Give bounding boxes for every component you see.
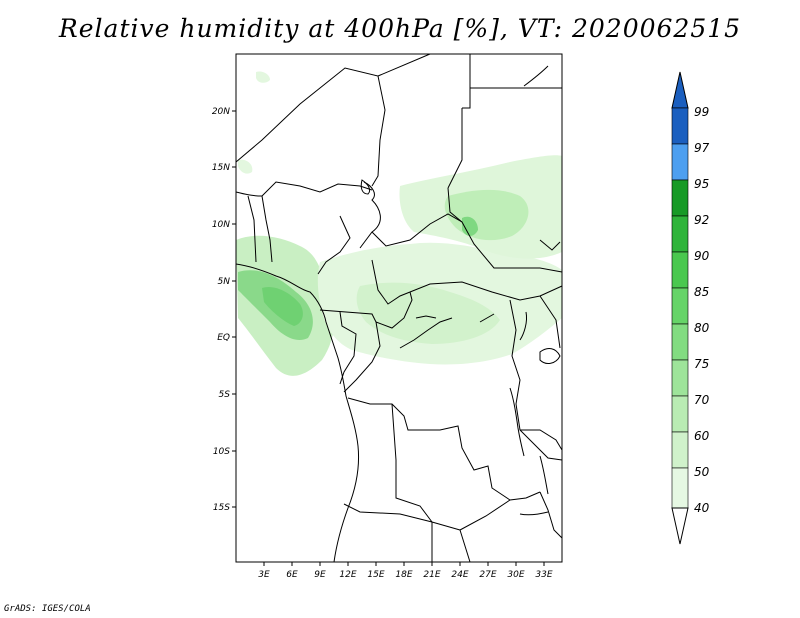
colorbar-labels: 40 50 60 70 75 80 85 90 92 95 97 99 <box>694 105 710 515</box>
coast-red-sea <box>523 65 549 87</box>
border-congo-drc <box>343 291 413 393</box>
colorbar-segment <box>671 215 689 253</box>
colorbar-label: 50 <box>694 465 710 479</box>
lake-kariba <box>519 511 549 516</box>
lat-label: 10S <box>213 447 230 457</box>
border-niger-nigeria <box>261 181 373 197</box>
border-gabon-congo <box>339 311 357 385</box>
humidity-field <box>236 71 562 376</box>
border-zambia-zimbabwe <box>459 491 541 531</box>
border-drc-angola <box>347 397 511 501</box>
border-togo-ghana <box>247 195 257 263</box>
colorbar-label: 70 <box>694 393 710 407</box>
border-burkina <box>235 191 263 197</box>
humidity-core-north-small <box>462 216 478 236</box>
border-mozambique <box>539 491 563 539</box>
lon-label: 12E <box>339 570 356 580</box>
border-chad-nigeria-lake <box>359 181 381 249</box>
border-angola-namibia <box>343 503 461 531</box>
colorbar-segment <box>671 179 689 217</box>
colorbar-segment <box>671 359 689 397</box>
lat-label: 5S <box>219 390 231 400</box>
colorbar-label: 80 <box>694 321 710 335</box>
colorbar-segment <box>671 431 689 469</box>
border-niger-libya <box>377 53 431 77</box>
lat-label: 20N <box>212 107 230 117</box>
lake-malawi <box>539 455 549 495</box>
lon-label: 27E <box>479 570 496 580</box>
country-borders <box>235 53 563 563</box>
colorbar-label: 75 <box>694 357 709 371</box>
humidity-region-central-inner <box>356 282 500 344</box>
lon-label: 18E <box>395 570 412 580</box>
lon-label: 21E <box>423 570 440 580</box>
map-frame <box>235 53 563 563</box>
colorbar-label: 40 <box>694 501 710 515</box>
lon-label: 3E <box>258 570 270 580</box>
humidity-patch-sahel <box>238 159 253 174</box>
colorbar-label: 85 <box>694 285 709 299</box>
lat-label: 5N <box>218 277 231 287</box>
border-namibia-botswana <box>431 522 471 563</box>
border-ethiopia <box>539 239 561 251</box>
border-nigeria-cameroon <box>317 215 351 275</box>
lake-chad <box>360 179 371 195</box>
border-benin <box>261 195 273 263</box>
colorbar-segment <box>671 107 689 145</box>
border-libya-chad <box>447 108 463 189</box>
humidity-core-cameroon <box>262 286 303 326</box>
axis-ticks <box>232 110 545 566</box>
colorbar-segment <box>671 323 689 361</box>
border-cameroon-gabon <box>319 309 377 323</box>
border-uganda-kenya <box>539 295 561 349</box>
colorbar-label: 60 <box>694 429 710 443</box>
longitude-labels: 3E 6E 9E 12E 15E 18E 21E 24E 27E 30E 33E <box>258 570 553 580</box>
colorbar-segment <box>671 287 689 325</box>
river-congo <box>399 313 495 349</box>
lat-label: 15N <box>212 163 230 173</box>
lon-label: 9E <box>314 570 326 580</box>
latitude-labels: 20N 15N 10N 5N EQ 5S 10S 15S <box>212 107 230 513</box>
border-mali-niger-algeria <box>235 67 386 187</box>
colorbar-segment <box>671 143 689 181</box>
border-tanzania <box>520 429 563 451</box>
colorbar <box>671 71 689 545</box>
border-chad-sudan <box>447 187 463 223</box>
chart-title: Relative humidity at 400hPa [%], VT: 202… <box>58 14 742 43</box>
lake-tanganyika <box>509 387 525 457</box>
coast-west-africa <box>235 263 359 563</box>
colorbar-label: 95 <box>694 177 709 191</box>
border-car-cameroon <box>371 259 411 305</box>
lon-label: 33E <box>535 570 552 580</box>
border-east-africa <box>509 299 563 461</box>
software-credit: GrADS: IGES/COLA <box>4 604 91 614</box>
colorbar-label: 99 <box>694 105 709 119</box>
lon-label: 6E <box>286 570 298 580</box>
lon-label: 15E <box>367 570 384 580</box>
lat-label: 10N <box>212 220 230 230</box>
colorbar-label: 90 <box>694 249 710 263</box>
colorbar-label: 97 <box>694 141 710 155</box>
lat-label: 15S <box>213 503 230 513</box>
colorbar-segment <box>671 467 689 509</box>
border-angola-zambia <box>391 403 433 523</box>
colorbar-segment <box>671 251 689 289</box>
lat-label: EQ <box>217 333 230 343</box>
lake-albert <box>519 311 527 341</box>
humidity-patch-northwest <box>256 71 270 83</box>
lon-label: 30E <box>507 570 524 580</box>
border-egypt-sudan <box>462 54 471 109</box>
colorbar-segment <box>671 395 689 433</box>
lon-label: 24E <box>451 570 468 580</box>
coastlines <box>235 65 561 563</box>
colorbar-top-arrow <box>671 71 689 109</box>
colorbar-bottom-arrow <box>671 507 689 545</box>
lake-victoria <box>539 348 561 364</box>
colorbar-label: 92 <box>694 213 709 227</box>
